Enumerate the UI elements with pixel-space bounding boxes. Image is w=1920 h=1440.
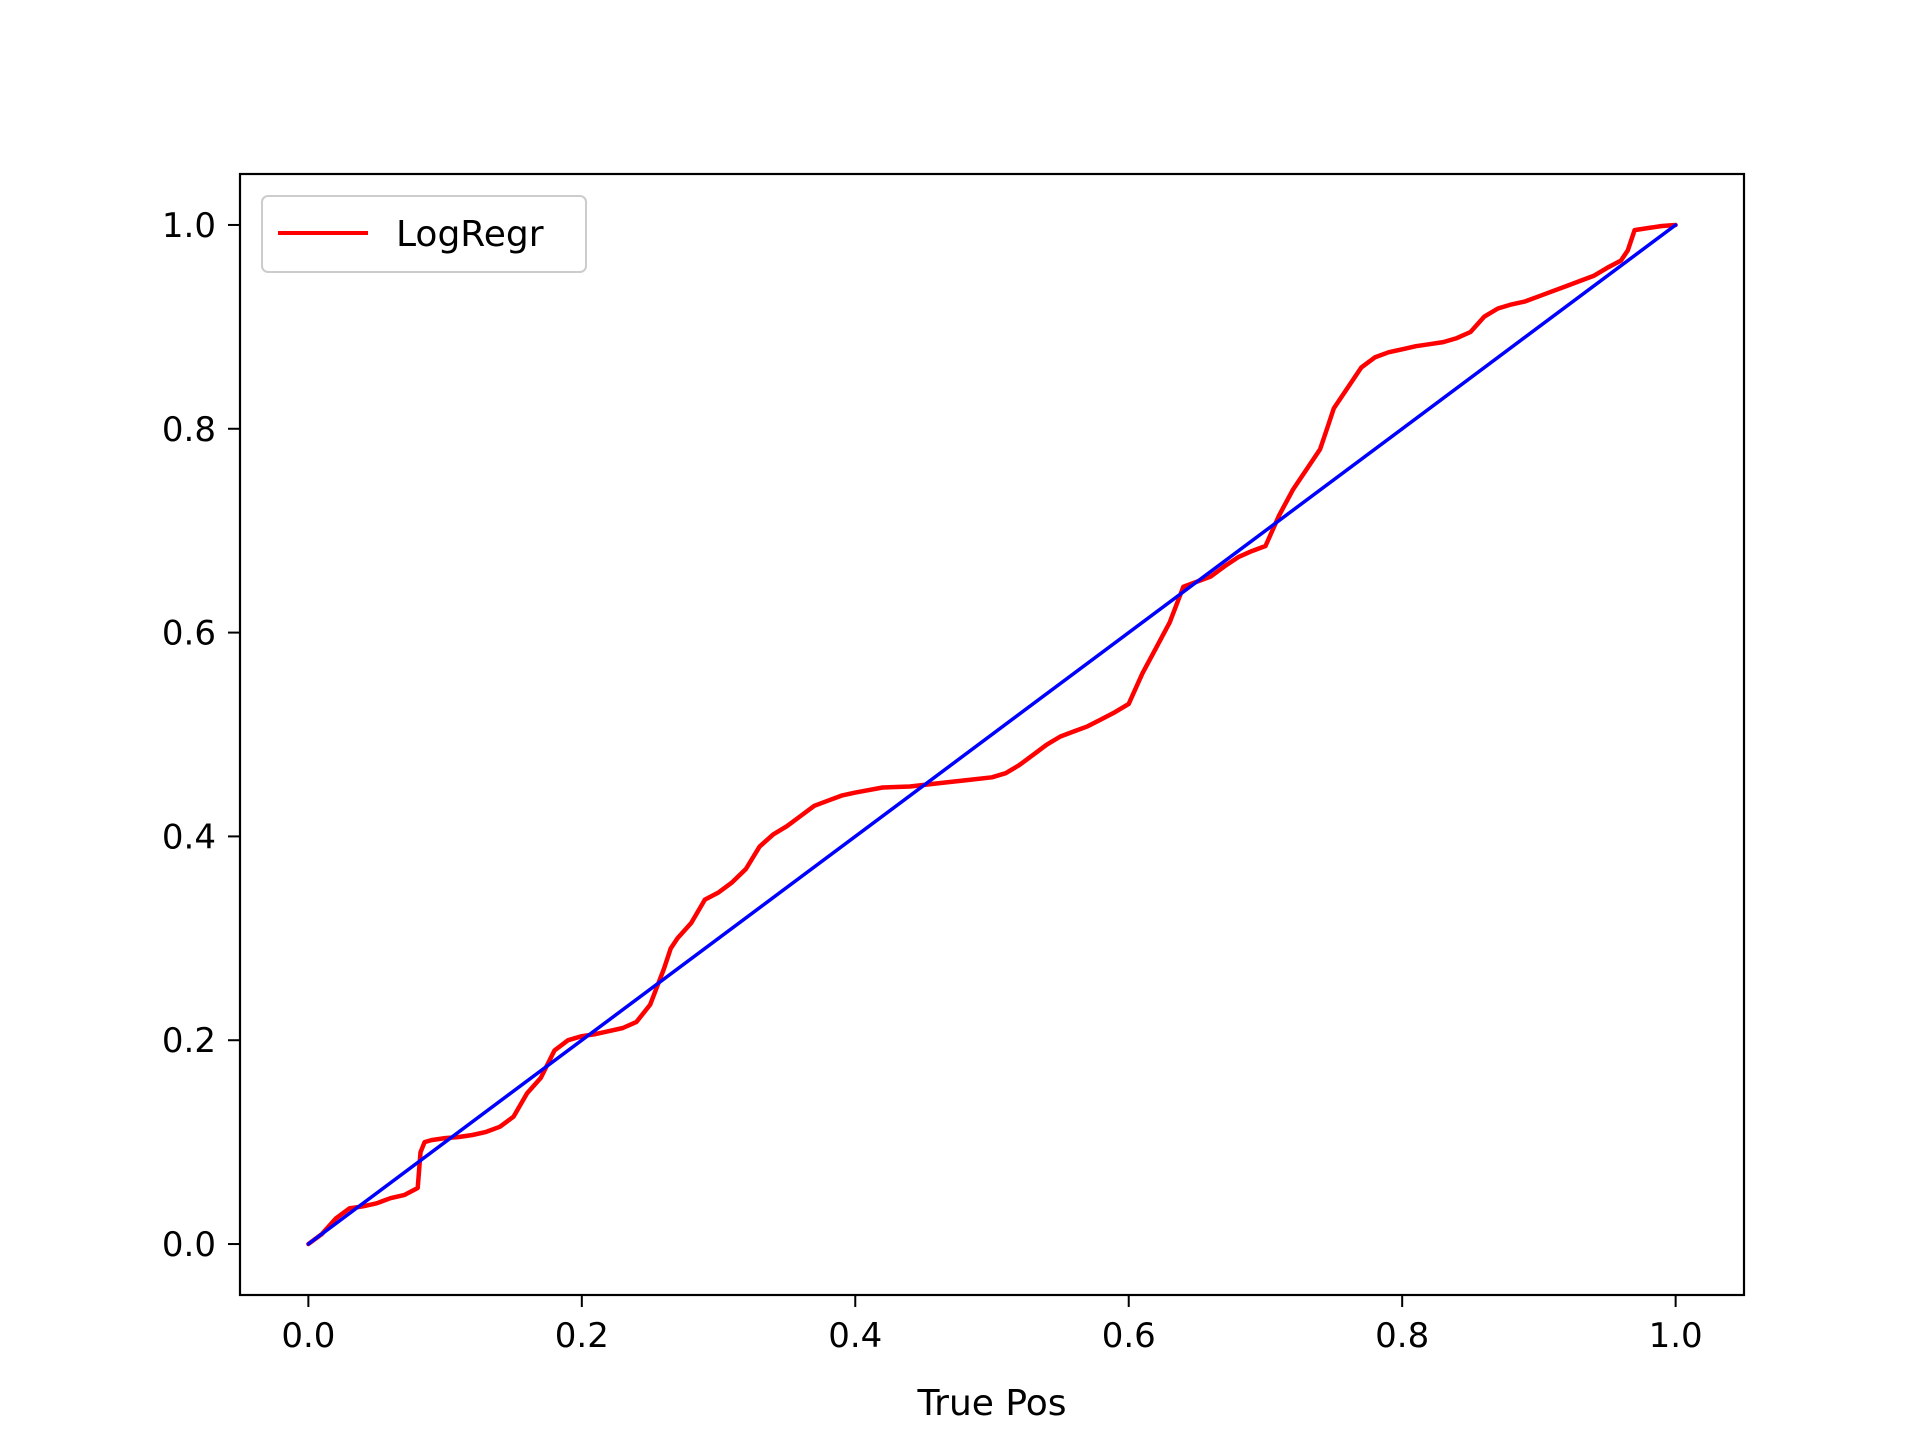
x-axis: 0.0 0.2 0.4 0.6 0.8 1.0 [281,1295,1703,1356]
y-tick-label: 0.4 [162,817,216,857]
y-tick-label: 0.2 [162,1021,216,1061]
legend: LogRegr [261,195,587,273]
legend-label: LogRegr [396,214,544,255]
series-line-logregr [306,222,1678,1247]
y-tick-label: 0.8 [162,410,216,450]
series-layer [306,222,1678,1247]
x-tick-label: 0.2 [555,1316,609,1356]
y-tick-label: 1.0 [162,206,216,246]
x-tick-label: 1.0 [1649,1316,1703,1356]
series-line-diagonal [306,223,1678,1246]
plot-frame [238,172,1746,1297]
y-tick-label: 0.0 [162,1225,216,1265]
x-tick-label: 0.4 [828,1316,882,1356]
x-tick-label: 0.8 [1375,1316,1429,1356]
x-tick-label: 0.6 [1102,1316,1156,1356]
y-axis: 0.0 0.2 0.4 0.6 0.8 1.0 [162,206,240,1265]
legend-box [261,195,587,273]
y-tick-label: 0.6 [162,614,216,654]
x-axis-label: True Pos [916,1383,1066,1424]
x-tick-label: 0.0 [281,1316,335,1356]
